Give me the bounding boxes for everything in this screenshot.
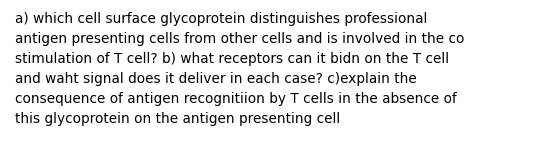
Text: a) which cell surface glycoprotein distinguishes professional
antigen presenting: a) which cell surface glycoprotein disti… xyxy=(15,12,464,126)
